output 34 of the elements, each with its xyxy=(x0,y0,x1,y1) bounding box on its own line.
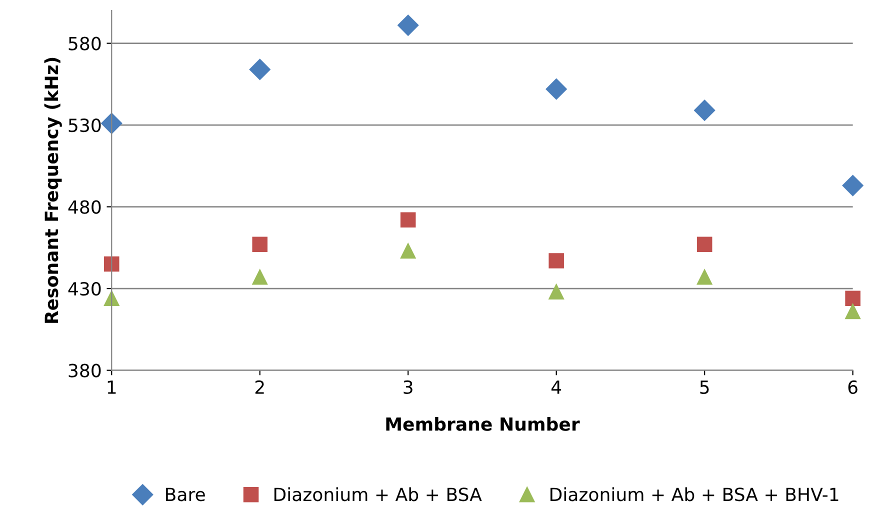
y-tick-label: 480 xyxy=(68,200,101,214)
point xyxy=(842,175,864,196)
x-tick-label: 3 xyxy=(404,380,412,394)
point xyxy=(400,243,416,259)
legend-label: Diazonium + Ab + BSA xyxy=(274,487,482,502)
point xyxy=(845,304,860,320)
x-tick-label: 5 xyxy=(700,380,709,394)
point xyxy=(252,236,268,252)
legend-label: Bare xyxy=(166,488,205,502)
point xyxy=(845,290,860,306)
point xyxy=(694,100,716,121)
point xyxy=(548,284,564,300)
point xyxy=(696,269,712,285)
point xyxy=(398,14,419,36)
y-tick-label: 530 xyxy=(68,118,101,132)
y-tick-label: 430 xyxy=(68,282,101,296)
x-tick-label: 6 xyxy=(848,380,858,394)
point xyxy=(104,290,120,306)
x-tick-label: 2 xyxy=(255,380,264,394)
point xyxy=(101,112,122,134)
point xyxy=(104,256,120,272)
point xyxy=(696,236,712,252)
point xyxy=(249,58,270,80)
x-tick-label: 1 xyxy=(108,380,116,394)
point xyxy=(546,78,567,100)
point xyxy=(252,269,268,285)
x-tick-label: 4 xyxy=(551,380,562,394)
y-tick-label: 580 xyxy=(68,36,101,50)
y-axis-title: Resonant Frequency (kHz) xyxy=(44,58,62,323)
legend-label: Diazonium + Ab + BSA + BHV-1 xyxy=(550,487,838,502)
point xyxy=(548,253,564,268)
y-tick-label: 380 xyxy=(68,364,101,378)
point xyxy=(400,212,416,228)
x-axis-title: Membrane Number xyxy=(386,416,580,431)
